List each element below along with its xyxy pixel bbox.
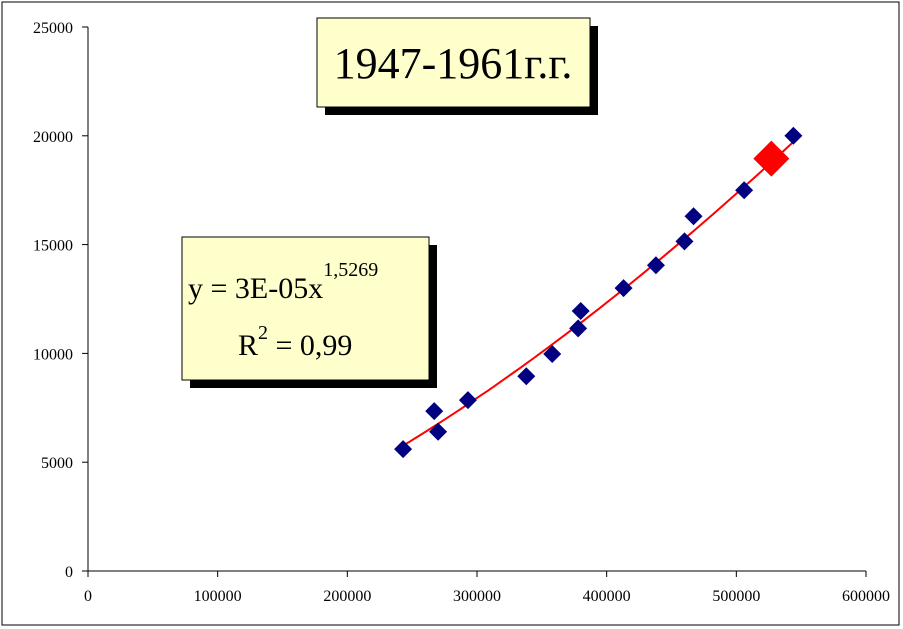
equation-exponent: 1,5269 [323,259,378,281]
x-tick-label: 400000 [583,588,631,605]
x-tick-label: 600000 [842,588,890,605]
x-tick-label: 500000 [712,588,760,605]
x-tick-label: 200000 [323,588,371,605]
equation-box [181,236,430,381]
y-tick-label: 25000 [33,20,73,37]
data-point [571,301,590,320]
y-tick-label: 15000 [33,238,73,255]
data-point [614,279,633,298]
y-tick-label: 5000 [41,455,73,472]
x-tick-label: 0 [84,588,92,605]
data-point [458,391,477,410]
x-tick-label: 300000 [453,588,501,605]
r2-prefix: R [238,329,258,362]
r-squared: R2 = 0,99 [238,322,352,362]
x-tick-label: 100000 [194,588,242,605]
data-point [394,440,413,459]
data-point [684,207,703,226]
data-point [517,367,536,386]
highlight-point [753,140,790,177]
r2-sup: 2 [258,322,268,344]
y-tick-label: 10000 [33,346,73,363]
data-point [784,126,803,145]
data-point [429,422,448,441]
data-point [646,256,665,275]
data-point [675,232,694,251]
data-point [569,319,588,338]
data-point [543,345,562,364]
y-tick-label: 0 [65,564,73,581]
data-point [425,402,444,421]
trend-equation: y = 3E-05x1,5269 [188,259,378,305]
chart-title: 1947-1961г.г. [334,39,573,88]
data-point [735,181,754,200]
r2-value: = 0,99 [268,329,352,362]
y-tick-label: 20000 [33,129,73,146]
title-box [316,17,591,108]
equation-prefix: y = 3E-05x [188,272,323,305]
